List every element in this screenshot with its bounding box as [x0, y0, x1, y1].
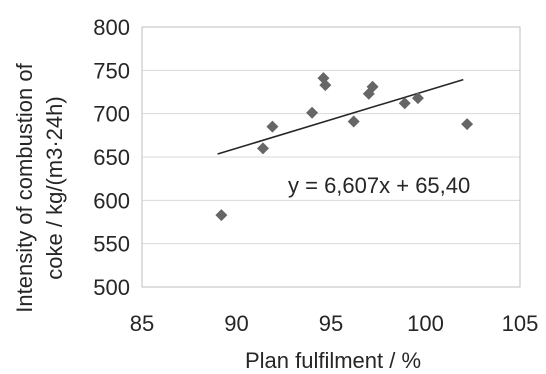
data-point-7: [347, 115, 360, 128]
trend-line: [217, 78, 464, 155]
gridlines: [142, 26, 520, 288]
y-axis-title-line-1: Intensity of combustion of: [12, 62, 37, 312]
x-tick-label-105: 105: [502, 311, 539, 336]
x-tick-label-85: 85: [130, 311, 154, 336]
y-tick-label-750: 750: [93, 58, 130, 83]
data-point-9: [366, 80, 379, 93]
y-tick-label-600: 600: [93, 188, 130, 213]
x-tick-label-90: 90: [224, 311, 248, 336]
y-tick-label-650: 650: [93, 145, 130, 170]
y-tick-label-700: 700: [93, 102, 130, 127]
data-point-3: [266, 120, 279, 133]
plot-area-border: [141, 26, 521, 288]
data-point-6: [319, 79, 332, 92]
x-axis-tick-labels: 85 90 95 100 105: [130, 311, 539, 336]
data-point-1: [215, 209, 228, 222]
y-tick-label-500: 500: [93, 275, 130, 300]
data-point-4: [306, 106, 319, 119]
y-tick-label-550: 550: [93, 232, 130, 257]
y-tick-label-800: 800: [93, 15, 130, 40]
data-point-10: [398, 97, 411, 110]
data-point-11: [411, 92, 424, 105]
data-point-12: [461, 118, 474, 131]
y-axis-tick-labels: 500 550 600 650 700 750 800: [93, 15, 130, 300]
trendline-equation: y = 6,607x + 65,40: [288, 173, 470, 198]
x-tick-label-100: 100: [407, 311, 444, 336]
x-axis-title: Plan fulfilment / %: [245, 348, 421, 373]
y-axis-title-line-2: coke / kg/(m3·24h): [42, 96, 67, 279]
data-point-2: [256, 142, 269, 155]
x-tick-label-95: 95: [319, 311, 343, 336]
data-points: [215, 72, 474, 222]
